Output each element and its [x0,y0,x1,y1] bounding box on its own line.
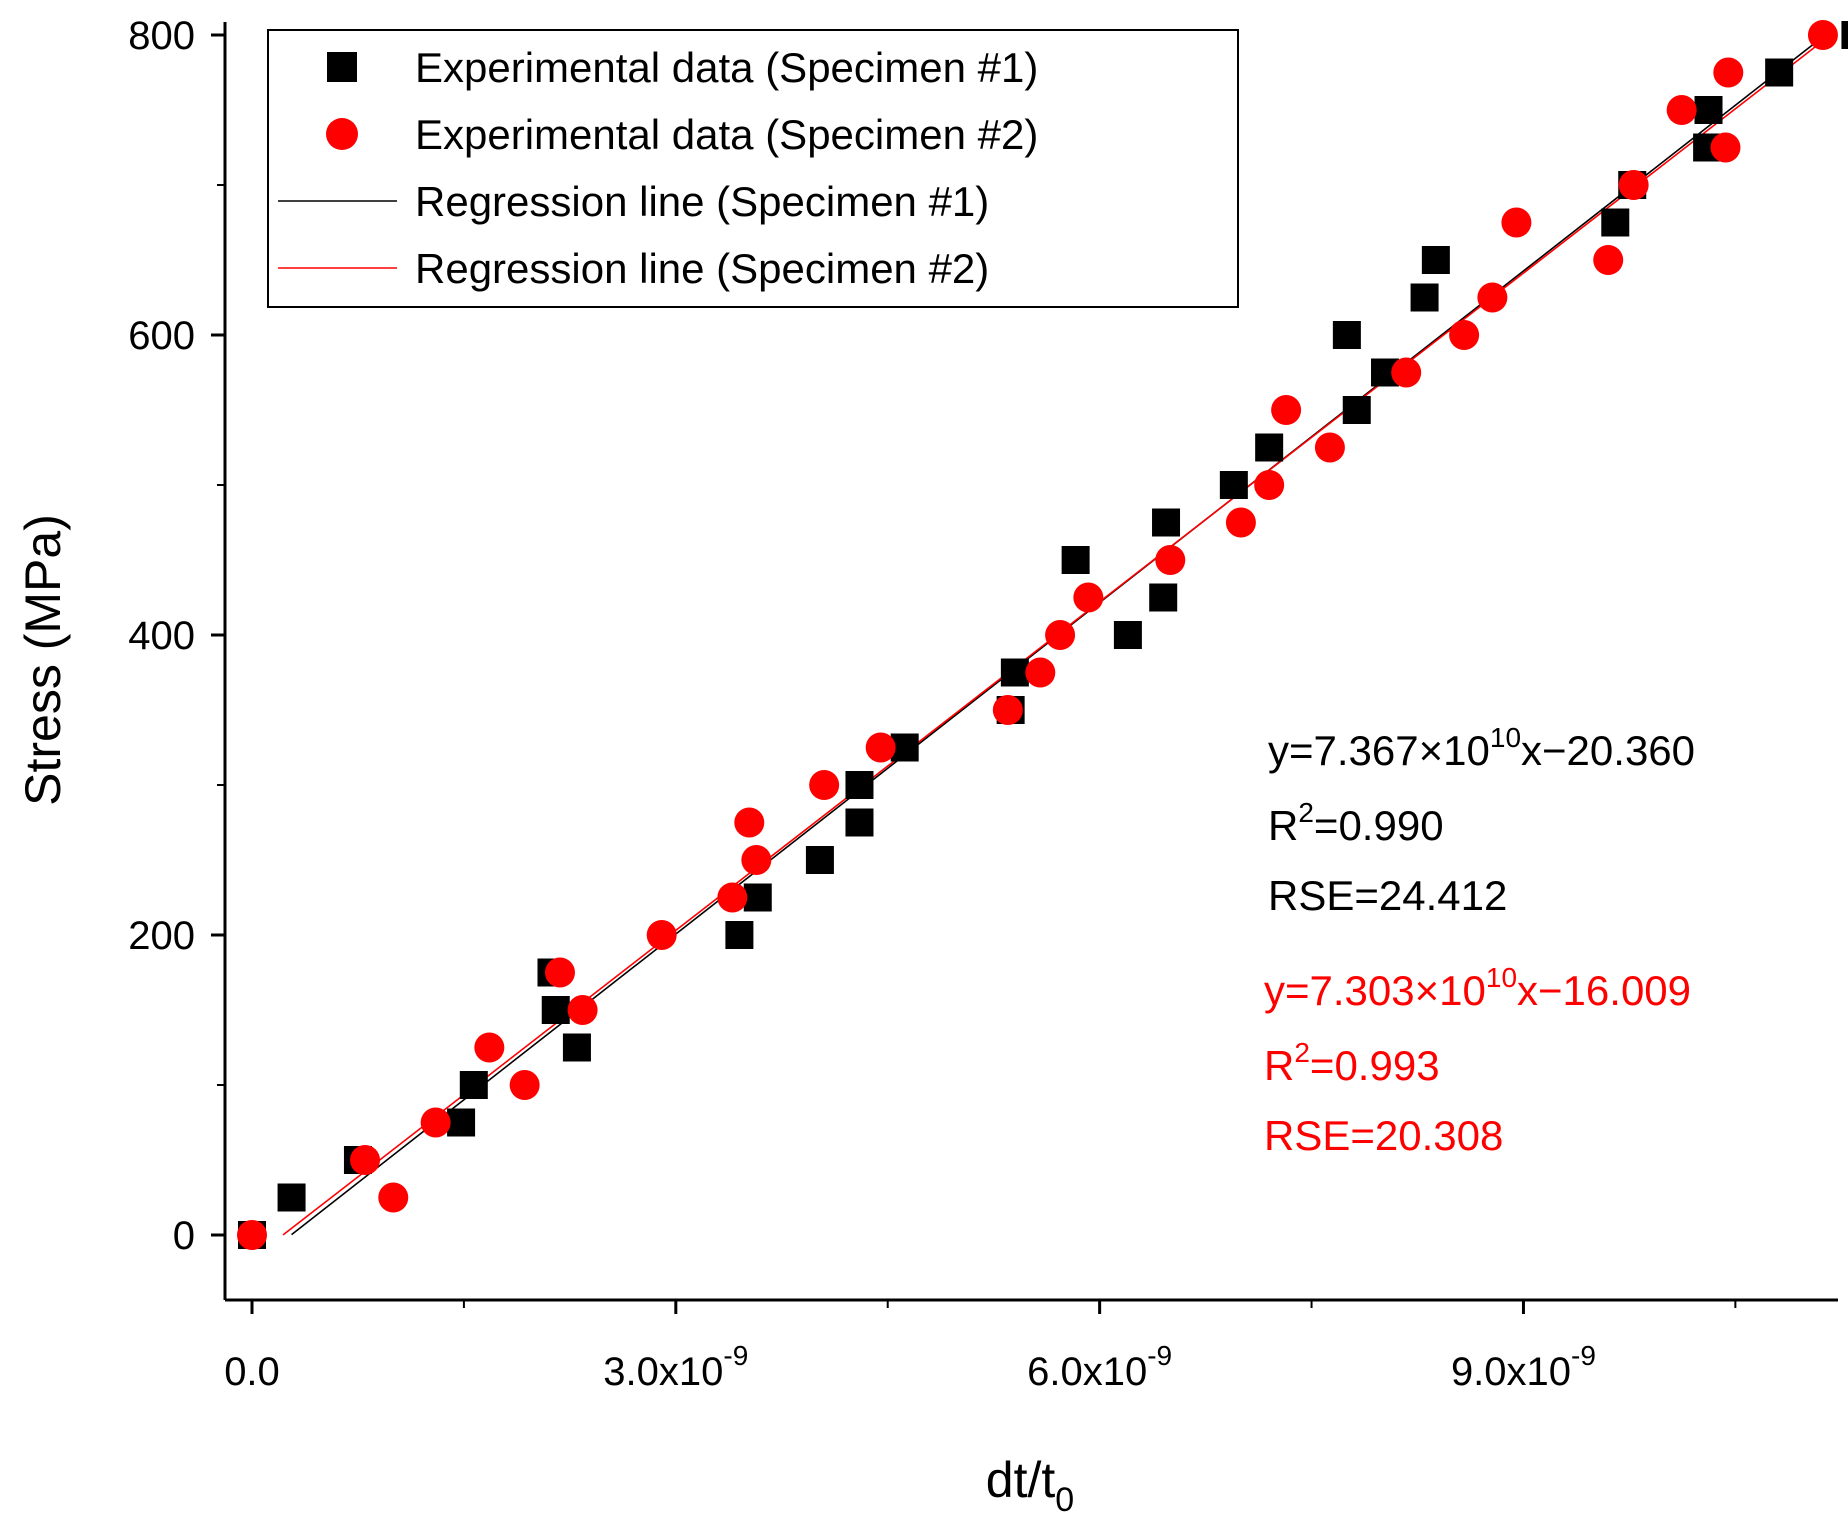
point-specimen-2 [1618,170,1649,200]
stats-specimen-1: y=7.367×1010x−20.360 R2=0.990 RSE=24.412 [1268,722,1695,919]
point-specimen-1 [1601,208,1630,237]
point-specimen-2 [1225,507,1256,538]
point-specimen-1 [1152,508,1181,537]
point-specimen-2 [378,1182,409,1213]
data-points [237,20,1848,1250]
point-specimen-1 [1332,321,1361,349]
point-specimen-2 [1314,432,1345,463]
point-specimen-2 [1271,395,1302,425]
point-specimen-1 [1765,58,1794,87]
point-specimen-2 [1713,57,1744,88]
point-specimen-2 [717,882,748,913]
x-axis-title: dt/t0 [986,1452,1074,1519]
point-specimen-1 [845,808,874,837]
point-specimen-1 [459,1071,488,1099]
point-specimen-1 [725,921,754,949]
point-specimen-1 [1255,433,1284,462]
legend-label-specimen-2-line: Regression line (Specimen #2) [415,245,989,292]
point-specimen-2 [992,695,1023,725]
rse-specimen-1: RSE=24.412 [1268,872,1507,919]
legend-label-specimen-1-data: Experimental data (Specimen #1) [415,44,1038,91]
point-specimen-2 [1710,132,1741,163]
point-specimen-2 [474,1032,505,1063]
point-specimen-2 [1449,320,1480,350]
point-specimen-1 [1149,583,1178,612]
x-axis-title-subscript: 0 [1055,1481,1074,1519]
point-specimen-2 [865,732,896,763]
point-specimen-2 [1073,582,1104,613]
y-axis-title: Stress (MPa) [15,514,71,806]
point-specimen-2 [544,957,575,988]
point-specimen-2 [237,1220,267,1250]
equation-specimen-1: y=7.367×1010x−20.360 [1268,722,1695,774]
x-tick-label: 0.0 [224,1350,280,1394]
point-specimen-2 [509,1070,540,1100]
point-specimen-1 [1061,546,1090,574]
point-specimen-2 [567,995,598,1025]
legend: Experimental data (Specimen #1) Experime… [267,29,1239,308]
stats-specimen-2: y=7.303×1010x−16.009 R2=0.993 RSE=20.308 [1264,962,1691,1159]
r-squared-specimen-2: R2=0.993 [1264,1037,1440,1089]
point-specimen-2 [1501,207,1532,238]
legend-label-specimen-2-data: Experimental data (Specimen #2) [415,111,1038,158]
point-specimen-2 [741,845,772,875]
y-tick-label: 600 [128,314,195,358]
point-specimen-2 [1025,657,1056,688]
point-specimen-1 [562,1033,591,1062]
equation-specimen-2: y=7.303×1010x−16.009 [1264,962,1691,1014]
point-specimen-1 [743,883,772,912]
point-specimen-2 [1391,357,1422,388]
point-specimen-1 [1694,96,1723,124]
x-ticks: 0.0 3.0x10-9 6.0x10-9 9.0x10-9 [224,1300,1737,1394]
point-specimen-2 [350,1145,381,1175]
point-specimen-1 [1841,21,1848,49]
legend-marker-specimen-1-data [327,52,357,82]
point-specimen-2 [646,920,677,950]
x-tick-label: 6.0x10-9 [1027,1340,1172,1394]
point-specimen-2 [420,1107,451,1138]
point-specimen-2 [1254,470,1285,500]
point-specimen-2 [734,807,765,838]
legend-label-specimen-1-line: Regression line (Specimen #1) [415,178,989,225]
y-tick-label: 0 [173,1214,195,1258]
point-specimen-1 [277,1183,306,1212]
point-specimen-2 [1593,245,1624,275]
point-specimen-1 [541,996,570,1024]
rse-specimen-2: RSE=20.308 [1264,1112,1503,1159]
legend-marker-specimen-2-data [326,118,358,150]
y-tick-label: 800 [128,14,195,58]
point-specimen-1 [1421,246,1450,274]
point-specimen-1 [1000,658,1029,687]
legend-box [267,29,1239,308]
x-tick-label: 9.0x10-9 [1451,1340,1596,1394]
point-specimen-2 [1477,282,1508,313]
point-specimen-1 [447,1108,476,1137]
point-specimen-2 [1666,95,1697,125]
point-specimen-1 [845,771,874,799]
y-tick-label: 200 [128,914,195,958]
point-specimen-2 [1045,620,1076,650]
point-specimen-1 [1113,621,1142,649]
point-specimen-2 [1807,20,1838,50]
point-specimen-1 [1219,471,1248,499]
point-specimen-1 [805,846,834,874]
point-specimen-2 [809,770,840,800]
axes [223,22,1838,1302]
point-specimen-2 [1155,545,1186,575]
x-tick-label: 3.0x10-9 [603,1340,748,1394]
r-squared-specimen-1: R2=0.990 [1268,797,1444,849]
y-ticks: 0 200 400 600 800 [128,14,225,1258]
point-specimen-1 [1342,396,1371,424]
y-tick-label: 400 [128,614,195,658]
point-specimen-1 [1410,283,1439,312]
